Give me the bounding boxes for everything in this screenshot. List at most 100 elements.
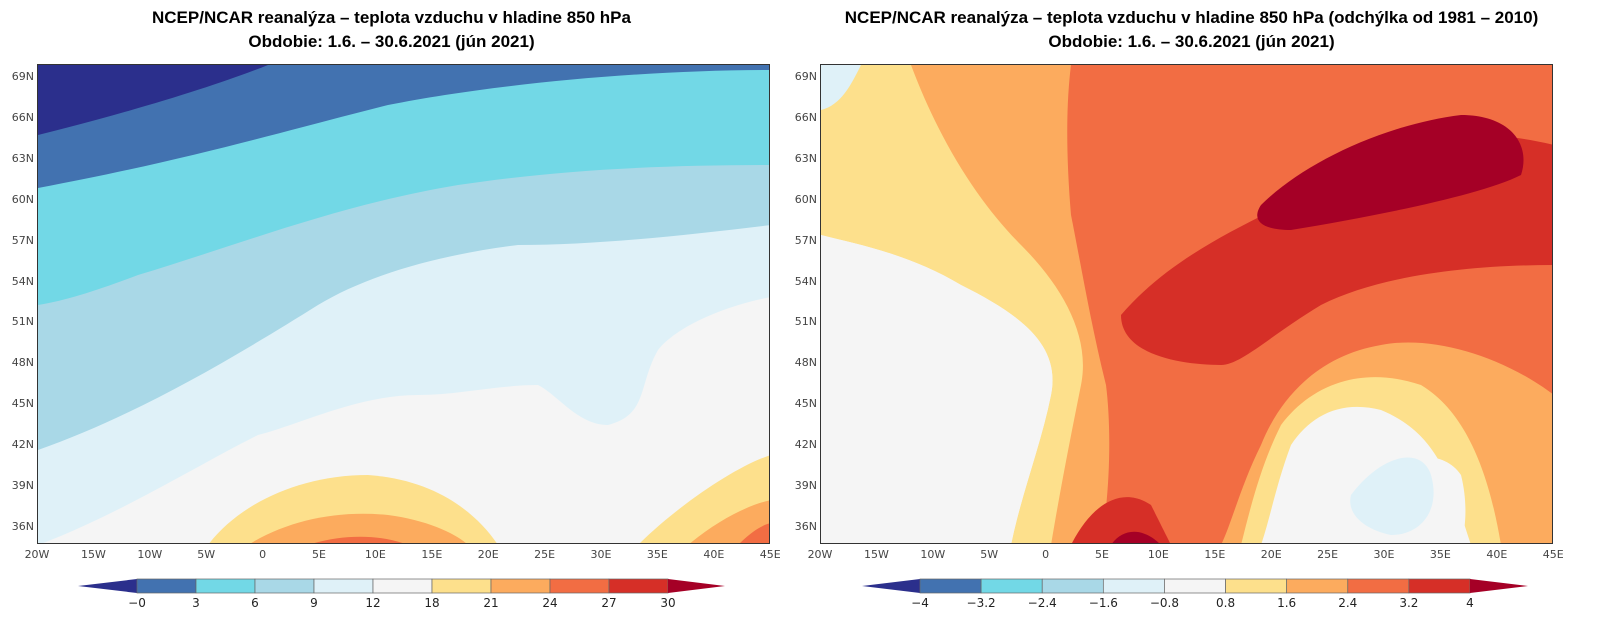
title-line-2: Obdobie: 1.6. – 30.6.2021 (jún 2021) [1048, 32, 1335, 51]
colorbar-high-extension [1470, 579, 1528, 593]
temperature-field [38, 65, 769, 543]
colorbar-low-extension [78, 579, 137, 593]
lat-tick-label: 42N [11, 438, 34, 452]
colorbar-segment [919, 578, 982, 594]
lat-tick-label: 45N [11, 397, 34, 411]
lon-tick-label: 15W [80, 548, 106, 561]
lon-tick-label: 15E [421, 548, 443, 561]
lat-tick-label: 39N [11, 479, 34, 492]
colorbar-segment [1102, 578, 1165, 594]
anomaly-field [821, 65, 1552, 543]
colorbar-label: 3 [192, 596, 200, 610]
lat-tick-label: 48N [11, 356, 34, 370]
lon-tick-label: 30E [1373, 548, 1395, 561]
colorbar-label: −1.6 [1088, 596, 1118, 610]
colorbar-segment [195, 578, 256, 594]
lon-tick-label: 25E [534, 548, 556, 561]
colorbar-segment [372, 578, 433, 594]
lat-tick-label: 57N [794, 233, 817, 247]
lat-tick-label: 39N [794, 479, 817, 492]
colorbar-label: 0.8 [1216, 596, 1236, 610]
title-line-1: NCEP/NCAR reanalýza – teplota vzduchu v … [844, 8, 1539, 27]
lat-tick-label: 54N [794, 274, 817, 288]
colorbar-segment [136, 578, 197, 594]
lon-tick-label: 40E [703, 548, 725, 561]
lon-tick-label: 40E [1486, 548, 1508, 561]
lat-tick-label: 51N [11, 315, 34, 329]
lon-tick-label: 45E [1542, 548, 1564, 561]
lon-tick-label: 10E [1147, 548, 1169, 561]
colorbar-segment [1225, 578, 1288, 594]
lon-tick-label: 5E [312, 548, 326, 561]
lon-tick-label: 10W [137, 548, 163, 561]
lat-tick-label: 48N [794, 356, 817, 370]
anomaly-map [820, 64, 1553, 544]
lat-tick-label: 60N [11, 192, 34, 206]
lat-tick-label: 63N [794, 151, 817, 165]
colorbar-label: 2.4 [1338, 596, 1358, 610]
colorbar-label: −0 [128, 596, 146, 610]
title-line-2: Obdobie: 1.6. – 30.6.2021 (jún 2021) [248, 32, 535, 51]
band-21-24 [251, 513, 466, 543]
colorbar-segment [1164, 578, 1226, 594]
colorbar-label: 4 [1466, 596, 1474, 610]
left-map-title: NCEP/NCAR reanalýza – teplota vzduchu v … [0, 6, 783, 54]
lat-tick-label: 36N [794, 519, 817, 533]
colorbar-label: −3.2 [966, 596, 996, 610]
lat-tick-label: 51N [794, 315, 817, 329]
band-neutral [821, 235, 1053, 543]
band-0-3 [38, 65, 769, 188]
colorbar-segment [608, 578, 669, 594]
colorbar-label: −4 [911, 596, 929, 610]
colorbar-label: 24 [542, 596, 558, 610]
band-24-27 [314, 536, 403, 543]
colorbar-label: 9 [310, 596, 318, 610]
colorbar-label: 21 [483, 596, 499, 610]
colorbar [78, 578, 725, 594]
lat-tick-label: 42N [794, 438, 817, 452]
lon-tick-label: 20W [807, 548, 833, 561]
colorbar-high-extension [668, 579, 725, 593]
title-line-1: NCEP/NCAR reanalýza – teplota vzduchu v … [152, 8, 631, 27]
colorbar-low-extension [862, 579, 920, 593]
colorbar-segment [490, 578, 551, 594]
lon-tick-label: 15W [863, 548, 889, 561]
colorbar-label: 1.6 [1277, 596, 1297, 610]
right-map-title: NCEP/NCAR reanalýza – teplota vzduchu v … [783, 6, 1600, 54]
lon-tick-label: 5W [197, 548, 216, 561]
lon-tick-label: 0 [1042, 548, 1050, 561]
lat-tick-label: 45N [794, 397, 817, 411]
colorbar-label: 12 [365, 596, 381, 610]
lat-tick-label: 69N [794, 70, 817, 83]
lon-tick-label: 25E [1317, 548, 1339, 561]
temperature-map [37, 64, 770, 544]
lon-tick-label: 45E [759, 548, 781, 561]
colorbar-label: 3.2 [1399, 596, 1419, 610]
lat-tick-label: 69N [11, 70, 34, 83]
lon-tick-label: 10W [920, 548, 946, 561]
colorbar-segment [1286, 578, 1349, 594]
lon-tick-label: 35E [646, 548, 668, 561]
band-above-4 [1257, 115, 1524, 230]
lat-tick-label: 36N [11, 519, 34, 533]
lon-tick-label: 0 [259, 548, 267, 561]
colorbar [862, 578, 1528, 594]
colorbar-segment [1347, 578, 1410, 594]
colorbar-segment [549, 578, 610, 594]
lon-tick-label: 35E [1429, 548, 1451, 561]
colorbar-segment [254, 578, 315, 594]
colorbar-label: 27 [601, 596, 617, 610]
lon-tick-label: 20E [477, 548, 499, 561]
band-3.2-4 [1072, 497, 1170, 543]
lon-tick-label: 15E [1204, 548, 1226, 561]
colorbar-label: −2.4 [1027, 596, 1057, 610]
band-neg-1.6-0.8 [1350, 457, 1434, 535]
band-21-24 [690, 500, 769, 543]
colorbar-segment [1041, 578, 1104, 594]
lon-tick-label: 5E [1095, 548, 1109, 561]
band-below-0 [38, 65, 268, 135]
lat-tick-label: 66N [11, 110, 34, 124]
band-neg-1.6-0.8 [821, 65, 861, 110]
band-above-4 [1112, 531, 1159, 543]
lat-tick-label: 54N [11, 274, 34, 288]
